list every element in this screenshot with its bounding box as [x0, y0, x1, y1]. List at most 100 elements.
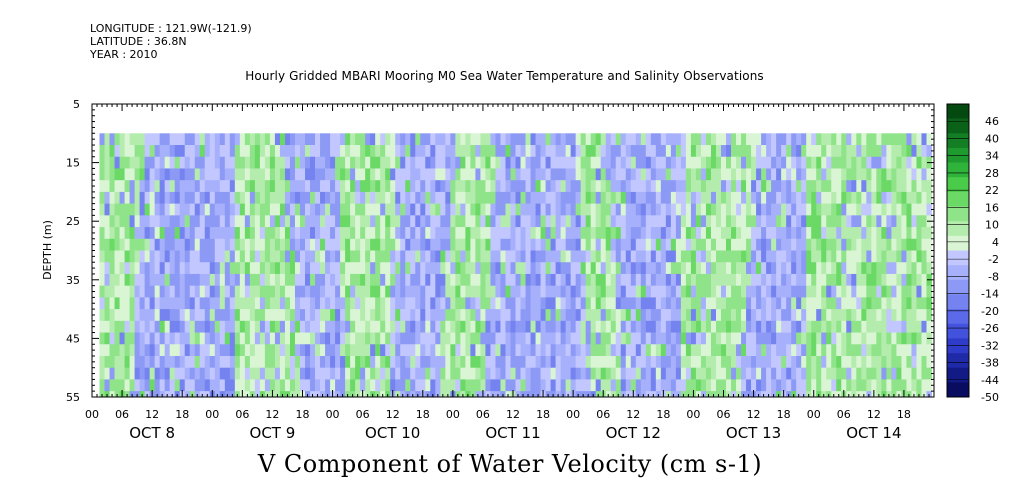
heatmap-cell — [886, 227, 892, 240]
heatmap-cell — [746, 191, 752, 205]
heatmap-cell — [410, 285, 416, 298]
heatmap-cell — [505, 379, 511, 392]
heatmap-cell — [695, 156, 702, 169]
heatmap-cell — [690, 273, 697, 287]
heatmap-cell — [284, 309, 291, 322]
heatmap-cell — [856, 355, 862, 369]
heatmap-cell — [565, 273, 572, 287]
heatmap-cell — [746, 168, 752, 181]
heatmap-cell — [886, 273, 892, 287]
heatmap-cell — [901, 168, 907, 181]
heatmap-cell — [294, 180, 301, 193]
heatmap-cell — [605, 145, 612, 158]
heatmap-cell — [405, 367, 411, 380]
heatmap-cell — [861, 156, 867, 169]
heatmap-cell — [726, 367, 732, 380]
heatmap-cell — [861, 367, 867, 380]
heatmap-cell — [540, 262, 546, 275]
heatmap-cell — [590, 285, 597, 298]
heatmap-cell — [851, 215, 857, 228]
heatmap-cell — [600, 367, 607, 380]
heatmap-cell — [179, 320, 186, 333]
heatmap-cell — [460, 273, 466, 287]
heatmap-cell — [776, 145, 782, 158]
heatmap-cell — [430, 180, 436, 193]
heatmap-cell — [891, 379, 897, 392]
heatmap-cell — [124, 355, 130, 369]
heatmap-cell — [846, 344, 852, 357]
heatmap-cell — [886, 180, 892, 193]
heatmap-cell — [184, 203, 191, 216]
heatmap-cell — [746, 227, 752, 240]
heatmap-cell — [766, 250, 772, 263]
heatmap-cell — [861, 332, 867, 345]
heatmap-cell — [856, 168, 862, 181]
heatmap-cell — [926, 191, 932, 205]
heatmap-cell — [490, 180, 496, 193]
heatmap-cell — [826, 145, 832, 158]
heatmap-cell — [249, 180, 256, 193]
heatmap-cell — [480, 379, 486, 392]
heatmap-cell — [685, 320, 692, 333]
heatmap-cell — [916, 332, 922, 345]
heatmap-cell — [370, 227, 376, 240]
heatmap-cell — [209, 238, 216, 251]
heatmap-cell — [856, 332, 862, 345]
heatmap-cell — [99, 297, 105, 310]
heatmap-cell — [620, 355, 627, 369]
heatmap-cell — [445, 262, 451, 275]
heatmap-cell — [650, 180, 657, 193]
heatmap-cell — [420, 250, 426, 263]
heatmap-cell — [605, 238, 612, 251]
heatmap-cell — [114, 320, 120, 333]
heatmap-cell — [811, 297, 817, 310]
heatmap-cell — [610, 215, 617, 228]
heatmap-cell — [510, 297, 516, 310]
heatmap-cell — [460, 320, 466, 333]
heatmap-cell — [675, 133, 682, 146]
heatmap-cell — [199, 191, 206, 205]
heatmap-cell — [615, 332, 622, 345]
heatmap-cell — [715, 379, 722, 392]
heatmap-cell — [254, 168, 261, 181]
heatmap-cell — [134, 309, 141, 322]
heatmap-cell — [174, 285, 181, 298]
heatmap-cell — [194, 285, 201, 298]
heatmap-cell — [134, 227, 141, 240]
heatmap-cell — [420, 191, 426, 205]
heatmap-cell — [891, 191, 897, 205]
heatmap-cell — [189, 238, 196, 251]
heatmap-cell — [114, 191, 120, 205]
heatmap-cell — [124, 332, 130, 345]
heatmap-cell — [219, 180, 226, 193]
heatmap-cell — [259, 133, 266, 146]
heatmap-cell — [289, 297, 296, 310]
heatmap-cell — [299, 250, 306, 263]
heatmap-cell — [365, 297, 371, 310]
heatmap-cell — [299, 168, 306, 181]
heatmap-cell — [741, 250, 747, 263]
heatmap-cell — [99, 379, 105, 392]
heatmap-cell — [109, 273, 115, 287]
heatmap-cell — [500, 309, 506, 322]
heatmap-cell — [831, 250, 837, 263]
heatmap-cell — [710, 215, 717, 228]
heatmap-cell — [305, 379, 311, 392]
heatmap-cell — [806, 379, 812, 392]
heatmap-cell — [425, 332, 431, 345]
heatmap-cell — [856, 203, 862, 216]
heatmap-cell — [294, 133, 301, 146]
heatmap-cell — [535, 355, 541, 369]
heatmap-cell — [756, 168, 762, 181]
heatmap-cell — [826, 379, 832, 392]
heatmap-cell — [119, 285, 125, 298]
heatmap-cell — [771, 262, 777, 275]
heatmap-cell — [470, 379, 476, 392]
heatmap-cell — [615, 273, 622, 287]
heatmap-cell — [776, 344, 782, 357]
heatmap-cell — [269, 156, 276, 169]
heatmap-cell — [430, 273, 436, 287]
heatmap-cell — [204, 227, 211, 240]
heatmap-cell — [665, 379, 672, 392]
heatmap-cell — [565, 238, 572, 251]
